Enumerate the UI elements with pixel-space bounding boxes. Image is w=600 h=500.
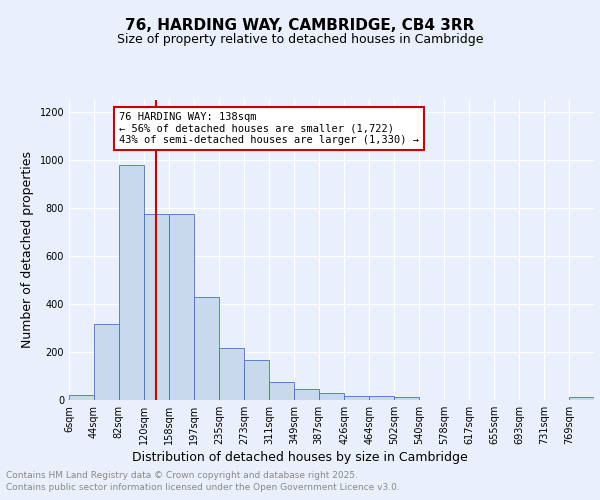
Text: Contains HM Land Registry data © Crown copyright and database right 2025.: Contains HM Land Registry data © Crown c… bbox=[6, 471, 358, 480]
Bar bbox=[369, 396, 394, 400]
Bar bbox=[269, 382, 294, 400]
Bar bbox=[344, 396, 369, 400]
Bar bbox=[144, 214, 169, 400]
Bar bbox=[69, 395, 94, 400]
Bar bbox=[194, 297, 219, 400]
Text: Distribution of detached houses by size in Cambridge: Distribution of detached houses by size … bbox=[132, 451, 468, 464]
Bar bbox=[319, 394, 344, 400]
Bar bbox=[169, 214, 194, 400]
Bar bbox=[94, 324, 119, 400]
Bar bbox=[394, 397, 419, 400]
Text: Contains public sector information licensed under the Open Government Licence v3: Contains public sector information licen… bbox=[6, 484, 400, 492]
Bar bbox=[569, 397, 594, 400]
Y-axis label: Number of detached properties: Number of detached properties bbox=[21, 152, 34, 348]
Bar bbox=[244, 360, 269, 400]
Text: 76 HARDING WAY: 138sqm
← 56% of detached houses are smaller (1,722)
43% of semi-: 76 HARDING WAY: 138sqm ← 56% of detached… bbox=[119, 112, 419, 145]
Text: Size of property relative to detached houses in Cambridge: Size of property relative to detached ho… bbox=[117, 32, 483, 46]
Bar bbox=[119, 165, 144, 400]
Bar bbox=[219, 348, 244, 400]
Bar bbox=[294, 389, 319, 400]
Text: 76, HARDING WAY, CAMBRIDGE, CB4 3RR: 76, HARDING WAY, CAMBRIDGE, CB4 3RR bbox=[125, 18, 475, 32]
